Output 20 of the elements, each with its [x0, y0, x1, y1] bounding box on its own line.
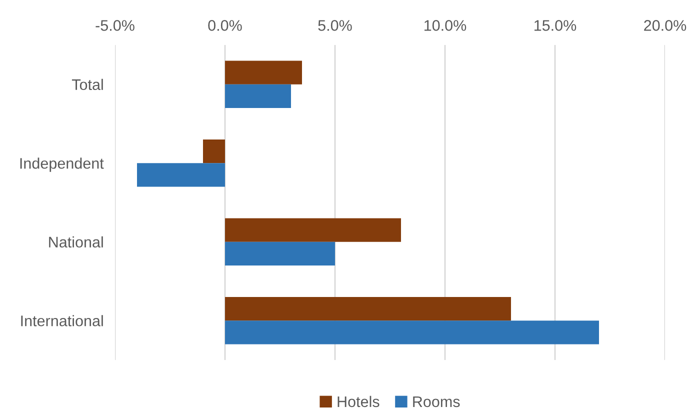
- x-tick-label: 10.0%: [424, 20, 466, 31]
- legend-label: Rooms: [413, 396, 460, 408]
- x-tick-label: 0.0%: [208, 20, 242, 31]
- x-tick-label: 20.0%: [644, 20, 686, 31]
- bar: [225, 242, 335, 266]
- y-tick-label: Independent: [20, 158, 104, 172]
- bar: [225, 320, 599, 344]
- bar: [225, 218, 401, 242]
- y-tick-label: International: [21, 315, 103, 326]
- bar: [225, 84, 291, 108]
- legend-label: Hotels: [338, 396, 380, 408]
- y-tick-label: National: [49, 236, 103, 248]
- bar: [137, 163, 225, 187]
- x-tick-label: 5.0%: [318, 20, 352, 31]
- bar: [225, 297, 511, 321]
- y-tick-label: Total: [72, 78, 103, 90]
- bar: [225, 60, 302, 84]
- x-tick-label: 15.0%: [534, 20, 576, 31]
- x-tick-label: -5.0%: [96, 20, 134, 31]
- bar: [203, 140, 225, 164]
